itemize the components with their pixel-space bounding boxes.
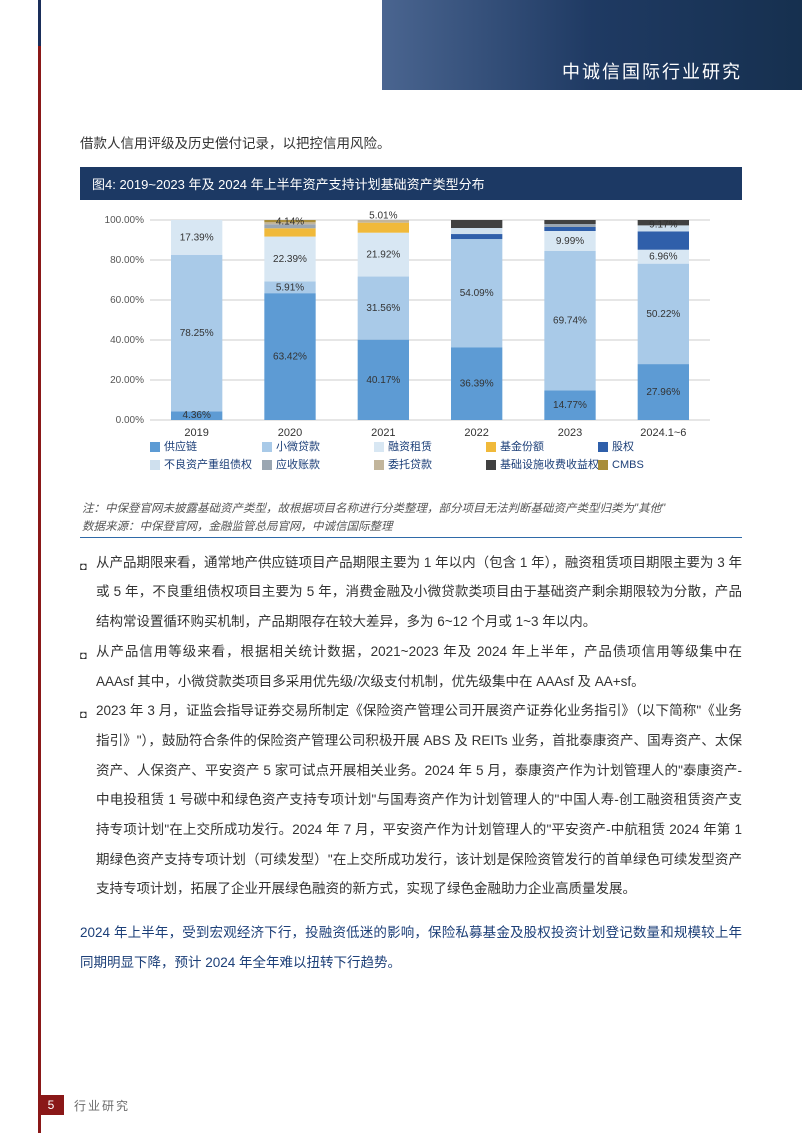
- chart-note-line: 数据来源：中保登官网，金融监管总局官网，中诚信国际整理: [82, 518, 740, 536]
- svg-text:2020: 2020: [278, 427, 302, 439]
- svg-text:60.00%: 60.00%: [110, 295, 144, 306]
- bar-segment: [451, 220, 502, 228]
- bar-segment: [638, 231, 689, 249]
- legend-swatch: [486, 460, 496, 470]
- bar-segment: [264, 228, 315, 236]
- bullet-marker-icon: ◘: [80, 696, 96, 904]
- bar-segment: [544, 224, 595, 227]
- legend-swatch: [374, 460, 384, 470]
- bar-segment: [451, 228, 502, 234]
- bar-value-label: 54.09%: [460, 288, 494, 299]
- bar-value-label: 63.42%: [273, 352, 307, 363]
- bar-value-label: 14.77%: [553, 400, 587, 411]
- page: 中诚信国际行业研究 借款人信用评级及历史偿付记录，以把控信用风险。 图4: 20…: [0, 0, 802, 1133]
- bar-value-label: 50.22%: [646, 309, 680, 320]
- bullet-text: 2023 年 3 月，证监会指导证券交易所制定《保险资产管理公司开展资产证券化业…: [96, 696, 742, 904]
- bullet-marker-icon: ◘: [80, 548, 96, 637]
- bullet-marker-icon: ◘: [80, 637, 96, 696]
- svg-text:80.00%: 80.00%: [110, 255, 144, 266]
- bar-value-label: 36.39%: [460, 379, 494, 390]
- legend-swatch: [374, 442, 384, 452]
- bar-value-label: 69.74%: [553, 316, 587, 327]
- legend-label: 小微贷款: [276, 439, 320, 453]
- bar-value-label: 9.99%: [556, 236, 584, 247]
- bar-value-label: 5.91%: [276, 282, 304, 293]
- bar-value-label: 17.39%: [180, 232, 214, 243]
- svg-text:2019: 2019: [184, 427, 208, 439]
- svg-text:2024.1~6: 2024.1~6: [640, 427, 686, 439]
- stacked-bar-chart: 0.00% 20.00% 40.00% 60.00% 80.00% 100.00% 2019…: [90, 210, 730, 490]
- svg-text:0.00%: 0.00%: [116, 415, 144, 426]
- chart-title: 图4: 2019~2023 年及 2024 年上半年资产支持计划基础资产类型分布: [80, 167, 742, 200]
- legend-swatch: [486, 442, 496, 452]
- svg-text:40.00%: 40.00%: [110, 335, 144, 346]
- svg-text:2022: 2022: [464, 427, 488, 439]
- bar-value-label: 6.96%: [649, 252, 677, 263]
- legend-label: 基金份额: [500, 439, 544, 453]
- bar-segment: [544, 220, 595, 224]
- bullet-item: ◘2023 年 3 月，证监会指导证券交易所制定《保险资产管理公司开展资产证券化…: [80, 696, 742, 904]
- bar-segment: [451, 234, 502, 239]
- legend-swatch: [150, 460, 160, 470]
- svg-text:100.00%: 100.00%: [105, 215, 145, 226]
- legend-swatch: [262, 442, 272, 452]
- intro-text: 借款人信用评级及历史偿付记录，以把控信用风险。: [80, 130, 742, 157]
- legend-label: 供应链: [164, 439, 197, 453]
- legend-label: 不良资产重组债权: [164, 457, 252, 471]
- bar-value-label: 27.96%: [646, 387, 680, 398]
- legend-label: 融资租赁: [388, 439, 432, 453]
- svg-text:2021: 2021: [371, 427, 395, 439]
- footer: 5 行业研究: [38, 1095, 130, 1115]
- bar-value-label: 9.17%: [649, 219, 677, 230]
- svg-text:20.00%: 20.00%: [110, 375, 144, 386]
- bar-value-label: 40.17%: [366, 375, 400, 386]
- legend-swatch: [262, 460, 272, 470]
- bullet-text: 从产品期限来看，通常地产供应链项目产品期限主要为 1 年以内（包含 1 年），融…: [96, 548, 742, 637]
- legend-swatch: [150, 442, 160, 452]
- page-number: 5: [38, 1095, 64, 1115]
- svg-text:2023: 2023: [558, 427, 582, 439]
- legend-label: 股权: [612, 440, 634, 453]
- bullet-item: ◘从产品期限来看，通常地产供应链项目产品期限主要为 1 年以内（包含 1 年），…: [80, 548, 742, 637]
- bar-segment: [544, 227, 595, 231]
- chart-footnote: 注：中保登官网未披露基础资产类型，故根据项目名称进行分类整理，部分项目无法判断基…: [80, 496, 742, 538]
- left-accent-bar: [38, 0, 41, 1133]
- footer-label: 行业研究: [74, 1097, 130, 1114]
- bar-value-label: 78.25%: [180, 328, 214, 339]
- bar-segment: [358, 223, 409, 233]
- content: 借款人信用评级及历史偿付记录，以把控信用风险。 图4: 2019~2023 年及…: [80, 130, 742, 977]
- bullet-item: ◘从产品信用等级来看，根据相关统计数据，2021~2023 年及 2024 年上…: [80, 637, 742, 696]
- header-title: 中诚信国际行业研究: [562, 58, 742, 84]
- legend-label: 基础设施收费收益权: [500, 457, 599, 471]
- bar-value-label: 4.36%: [182, 410, 210, 421]
- chart-note-line: 注：中保登官网未披露基础资产类型，故根据项目名称进行分类整理，部分项目无法判断基…: [82, 500, 740, 518]
- legend-swatch: [598, 460, 608, 470]
- legend-label: 委托贷款: [388, 457, 432, 471]
- chart-figure-4: 图4: 2019~2023 年及 2024 年上半年资产支持计划基础资产类型分布…: [80, 167, 742, 538]
- legend-label: CMBS: [612, 459, 644, 471]
- bar-value-label: 21.92%: [366, 250, 400, 261]
- left-accent-bar-top: [38, 0, 41, 46]
- bullet-text: 从产品信用等级来看，根据相关统计数据，2021~2023 年及 2024 年上半…: [96, 637, 742, 696]
- conclusion-paragraph: 2024 年上半年，受到宏观经济下行，投融资低迷的影响，保险私募基金及股权投资计…: [80, 918, 742, 977]
- chart-plot-area: 0.00% 20.00% 40.00% 60.00% 80.00% 100.00% 2019…: [80, 200, 742, 496]
- bar-value-label: 4.14%: [276, 216, 304, 227]
- legend-swatch: [598, 442, 608, 452]
- bar-value-label: 22.39%: [273, 254, 307, 265]
- bullet-list: ◘从产品期限来看，通常地产供应链项目产品期限主要为 1 年以内（包含 1 年），…: [80, 548, 742, 904]
- bar-value-label: 5.01%: [369, 211, 397, 222]
- bar-value-label: 31.56%: [366, 303, 400, 314]
- legend-label: 应收账款: [276, 457, 320, 471]
